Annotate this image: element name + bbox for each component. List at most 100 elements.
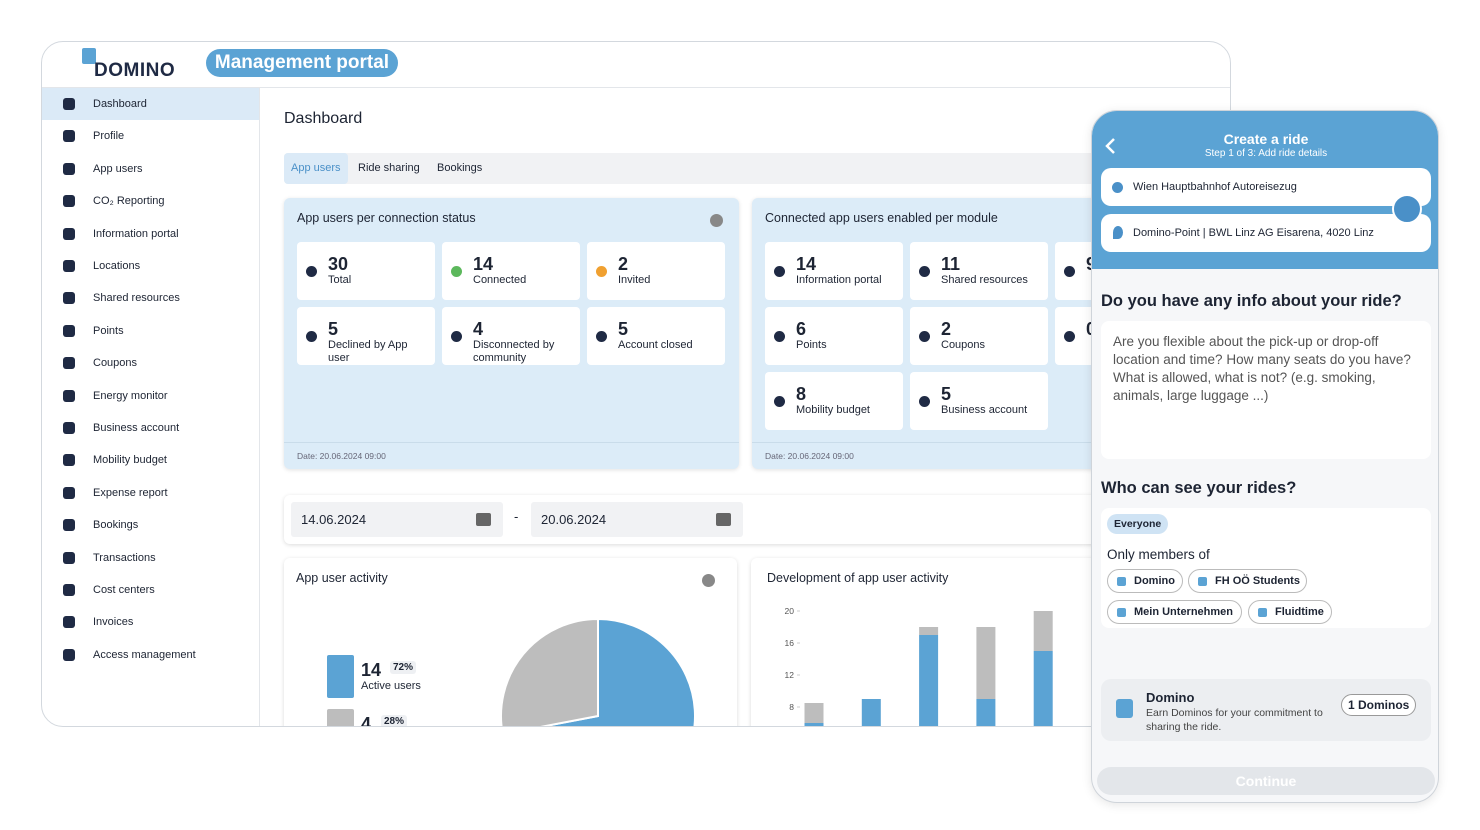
visibility-box: Everyone Only members of Domino FH OÖ Stu…	[1101, 508, 1431, 628]
stat-tile: 8 Mobility budget	[765, 372, 903, 430]
nav-label: Dashboard	[93, 98, 147, 110]
visibility-question: Who can see your rides?	[1101, 479, 1297, 497]
tile-icon	[919, 266, 930, 277]
nav-item[interactable]: Energy monitor	[42, 380, 259, 412]
community-chip[interactable]: Fluidtime	[1248, 600, 1332, 624]
nav-label: Cost centers	[93, 584, 155, 596]
nav-icon	[63, 616, 75, 629]
nav-icon	[63, 454, 75, 467]
to-text: Domino-Point | BWL Linz AG Eisarena, 402…	[1133, 227, 1374, 239]
tile-label: Business account	[941, 404, 1028, 416]
nav-icon	[63, 648, 75, 661]
nav-label: Coupons	[93, 357, 138, 370]
bar-segment	[804, 723, 824, 726]
phone-title: Create a ride	[1223, 131, 1309, 147]
legend-percent: 28%	[381, 715, 408, 726]
nav-item[interactable]: Shared resources	[42, 282, 259, 314]
reward-card: Domino Earn Dominos for your commitment …	[1101, 679, 1431, 741]
tile-icon	[451, 331, 462, 342]
nav-item[interactable]: Business account	[42, 412, 259, 444]
phone-subtitle: Step 1 of 3: Add ride details	[1204, 148, 1328, 159]
tile-icon	[306, 331, 317, 342]
back-button[interactable]	[1104, 137, 1118, 155]
nav-item[interactable]: CO₂ Reporting	[42, 185, 259, 217]
nav-label: Mobility budget	[93, 454, 167, 467]
tile-value: 5	[328, 319, 339, 339]
tab[interactable]: Bookings	[437, 162, 483, 174]
header: DOMINO Management portal	[42, 42, 1230, 88]
swap-button[interactable]	[1392, 194, 1422, 224]
tile-icon	[306, 266, 317, 277]
tile-value: 30	[328, 254, 349, 274]
tabs: App users Ride sharing Bookings	[284, 153, 1230, 184]
chip-label: FH OÖ Students	[1215, 575, 1300, 587]
tile-icon	[774, 331, 785, 342]
nav-label: Information portal	[93, 227, 179, 240]
chip-icon	[1117, 608, 1126, 617]
stat-tile: 30 Total	[297, 242, 435, 300]
logo: DOMINO	[94, 60, 176, 81]
nav-item[interactable]: Expense report	[42, 477, 259, 509]
nav-label: Transactions	[93, 551, 156, 564]
tab[interactable]: Ride sharing	[358, 162, 420, 174]
chip-label: Domino	[1134, 575, 1175, 587]
tile-value: 14	[473, 254, 494, 274]
nav-item[interactable]: Cost centers	[42, 574, 259, 606]
info-icon[interactable]	[702, 574, 715, 587]
everyone-chip[interactable]: Everyone	[1107, 514, 1169, 534]
y-tick-label: 12	[785, 670, 795, 680]
tile-label: Invited	[618, 274, 651, 286]
info-question: Do you have any info about your ride?	[1101, 292, 1402, 310]
nav-item[interactable]: Information portal	[42, 218, 259, 250]
to-input[interactable]: Domino-Point | BWL Linz AG Eisarena, 402…	[1101, 214, 1431, 252]
bar-segment	[976, 699, 996, 726]
sidebar: Dashboard Profile App users CO₂ Reporting In…	[42, 88, 260, 726]
pie-chart	[500, 617, 696, 726]
date-from[interactable]: 14.06.2024	[291, 502, 503, 537]
tile-value: 11	[941, 254, 961, 274]
nav-label: Profile	[93, 130, 125, 143]
tile-icon	[919, 331, 930, 342]
chip-icon	[1198, 577, 1207, 586]
bar-segment	[919, 635, 939, 726]
continue-button[interactable]: Continue	[1097, 767, 1435, 795]
nav-item[interactable]: Invoices	[42, 606, 259, 638]
from-input[interactable]: Wien Hauptbahnhof Autoreisezug	[1101, 168, 1431, 206]
community-chip[interactable]: FH OÖ Students	[1188, 569, 1307, 593]
tile-value: 8	[796, 384, 807, 404]
nav-label: Invoices	[93, 616, 134, 629]
date-text: 14.06.2024	[301, 512, 367, 527]
card-title: Connected app users enabled per module	[765, 211, 998, 225]
nav-item[interactable]: App users	[42, 153, 259, 185]
tile-value: 6	[796, 319, 807, 339]
card-title: App user activity	[296, 571, 388, 585]
community-chip[interactable]: Domino	[1107, 569, 1183, 593]
chip-icon	[1258, 608, 1267, 617]
card-date: Date: 20.06.2024 09:00	[284, 442, 739, 469]
reward-title: Domino	[1146, 690, 1195, 705]
stat-tile: 4 Disconnected by community	[442, 307, 580, 365]
tab[interactable]: App users	[284, 153, 348, 184]
date-to[interactable]: 20.06.2024	[531, 502, 743, 537]
info-icon[interactable]	[710, 214, 723, 227]
bar-segment	[919, 627, 939, 635]
nav-item[interactable]: Profile	[42, 120, 259, 152]
nav-item[interactable]: Mobility budget	[42, 444, 259, 476]
nav-item[interactable]: Access management	[42, 639, 259, 671]
nav-icon	[63, 292, 75, 305]
nav-item[interactable]: Coupons	[42, 347, 259, 379]
bar-segment	[1033, 611, 1053, 651]
info-textarea[interactable]: Are you flexible about the pick-up or dr…	[1101, 321, 1431, 459]
nav-item[interactable]: Locations	[42, 250, 259, 282]
legend-value: 4	[361, 714, 372, 727]
nav-icon	[63, 162, 75, 175]
nav-item[interactable]: Points	[42, 315, 259, 347]
nav-item[interactable]: Dashboard	[42, 88, 259, 121]
community-chip[interactable]: Mein Unternehmen	[1107, 600, 1242, 624]
nav-item[interactable]: Transactions	[42, 542, 259, 574]
page-title: Dashboard	[284, 110, 363, 127]
nav-item[interactable]: Bookings	[42, 509, 259, 541]
tile-label: Connected	[473, 274, 527, 286]
nav-icon	[63, 486, 75, 499]
pie-slice	[540, 617, 696, 726]
